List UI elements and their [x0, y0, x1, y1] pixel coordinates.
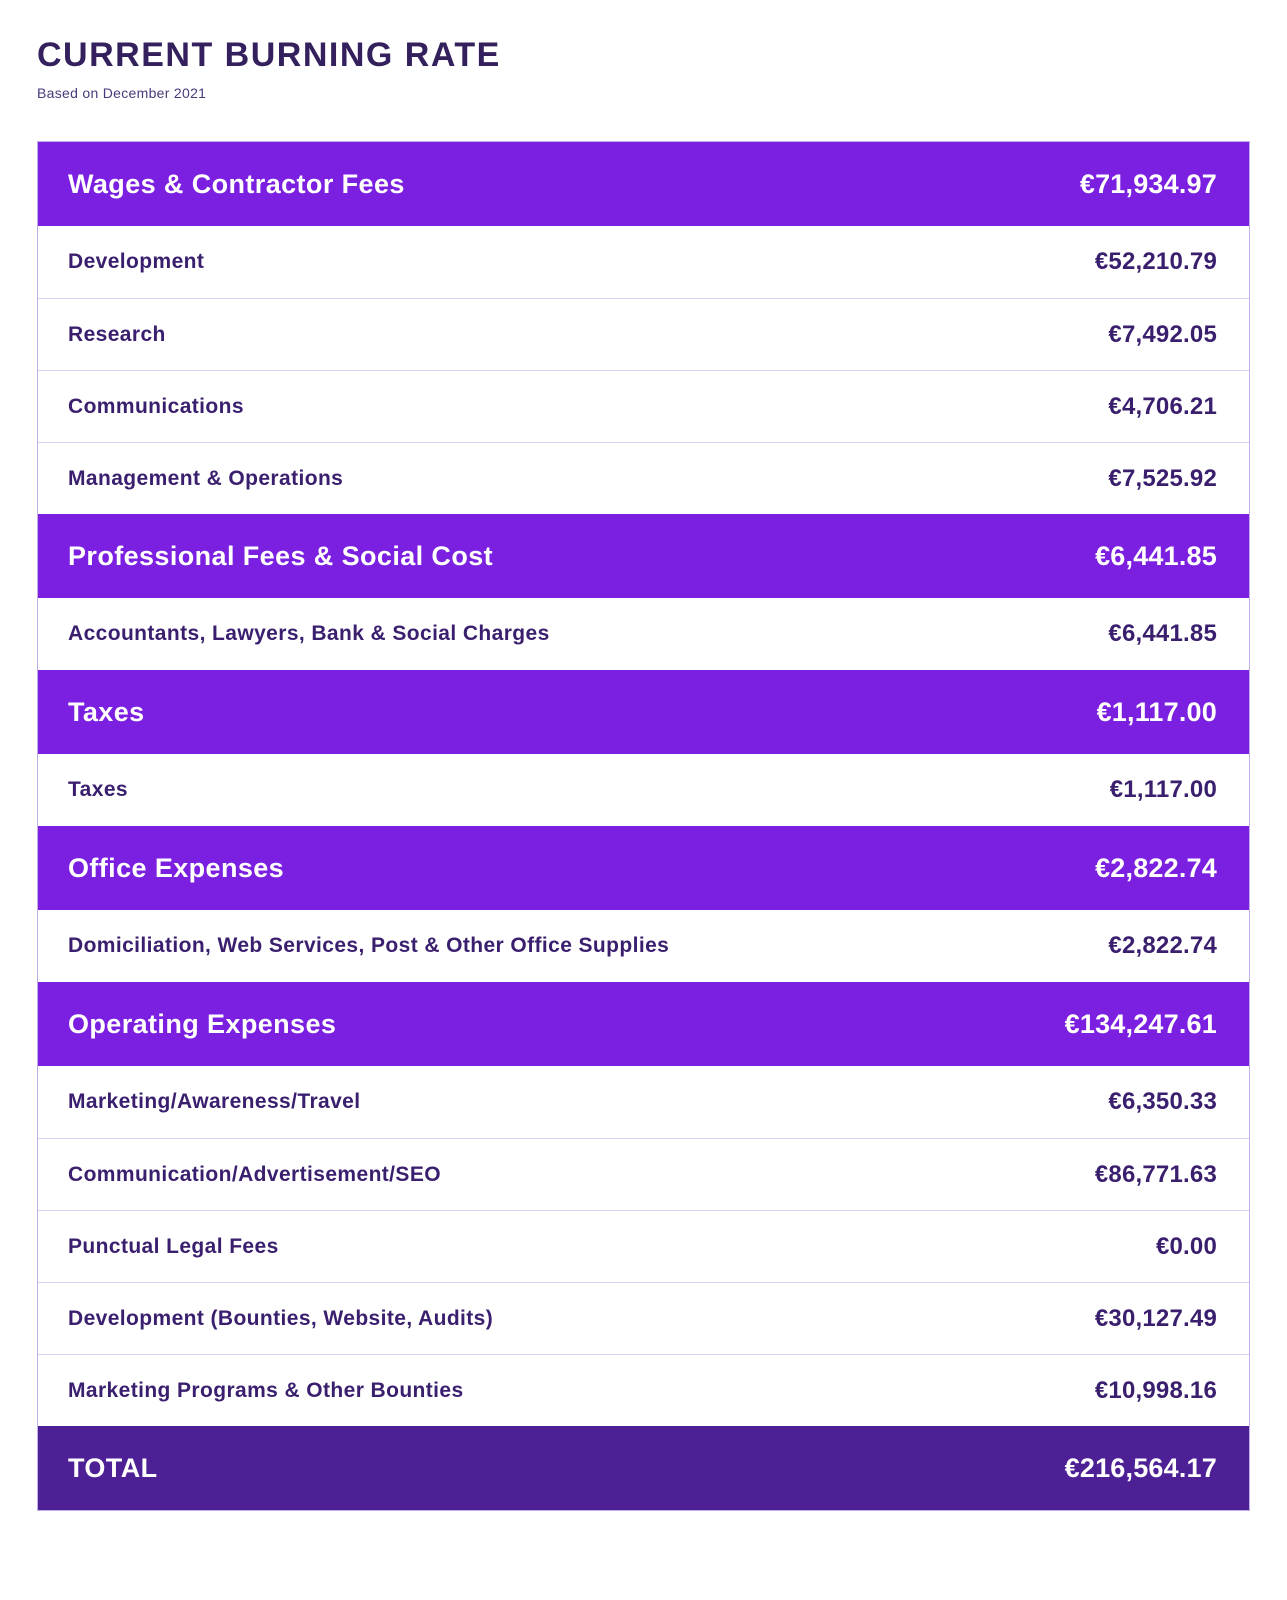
- category-row-operating-expenses: Operating Expenses €134,247.61: [38, 982, 1249, 1066]
- row-value: €6,441.85: [1108, 620, 1217, 647]
- row-value: €1,117.00: [1109, 776, 1217, 803]
- item-row-development: Development €52,210.79: [38, 226, 1249, 298]
- item-row-communications: Communications €4,706.21: [38, 370, 1249, 442]
- row-label: Communications: [68, 394, 244, 418]
- row-label: Management & Operations: [68, 466, 344, 490]
- row-value: €71,934.97: [1079, 168, 1217, 199]
- row-value: €10,998.16: [1094, 1376, 1217, 1404]
- row-label: Taxes: [68, 778, 128, 801]
- row-label: Development: [68, 250, 205, 273]
- item-row-communication-advertisement-seo: Communication/Advertisement/SEO €86,771.…: [38, 1138, 1249, 1210]
- row-label: Taxes: [68, 696, 145, 727]
- row-value: €0.00: [1155, 1232, 1217, 1260]
- row-value: €7,492.05: [1108, 320, 1217, 348]
- row-value: €134,247.61: [1064, 1008, 1217, 1039]
- row-label: Wages & Contractor Fees: [68, 168, 405, 199]
- row-value: €2,822.74: [1095, 852, 1217, 883]
- row-label: Development (Bounties, Website, Audits): [68, 1306, 494, 1330]
- row-value: €6,350.33: [1108, 1088, 1217, 1115]
- item-row-marketing-awareness-travel: Marketing/Awareness/Travel €6,350.33: [38, 1066, 1249, 1138]
- row-label: Accountants, Lawyers, Bank & Social Char…: [68, 622, 550, 645]
- total-row: TOTAL €216,564.17: [38, 1426, 1249, 1510]
- row-value: €6,441.85: [1095, 540, 1217, 571]
- row-label: TOTAL: [68, 1452, 158, 1483]
- row-value: €2,822.74: [1108, 932, 1217, 959]
- row-label: Domiciliation, Web Services, Post & Othe…: [68, 934, 670, 957]
- row-value: €4,706.21: [1108, 392, 1217, 420]
- row-value: €86,771.63: [1094, 1160, 1217, 1188]
- item-row-research: Research €7,492.05: [38, 298, 1249, 370]
- item-row-accountants-lawyers-bank-social-charges: Accountants, Lawyers, Bank & Social Char…: [38, 598, 1249, 670]
- category-row-taxes: Taxes €1,117.00: [38, 670, 1249, 754]
- row-value: €216,564.17: [1064, 1452, 1217, 1483]
- item-row-management-operations: Management & Operations €7,525.92: [38, 442, 1249, 514]
- row-value: €1,117.00: [1096, 696, 1217, 727]
- page-title: CURRENT BURNING RATE: [37, 36, 501, 74]
- category-row-office-expenses: Office Expenses €2,822.74: [38, 826, 1249, 910]
- row-value: €7,525.92: [1108, 464, 1217, 492]
- row-label: Operating Expenses: [68, 1008, 337, 1039]
- burning-rate-table: Wages & Contractor Fees €71,934.97 Devel…: [37, 141, 1250, 1511]
- item-row-marketing-programs-other-bounties: Marketing Programs & Other Bounties €10,…: [38, 1354, 1249, 1426]
- category-row-professional-fees-social-cost: Professional Fees & Social Cost €6,441.8…: [38, 514, 1249, 598]
- row-label: Marketing/Awareness/Travel: [68, 1090, 361, 1113]
- row-label: Marketing Programs & Other Bounties: [68, 1378, 464, 1402]
- item-row-development-bounties-website-audits: Development (Bounties, Website, Audits) …: [38, 1282, 1249, 1354]
- item-row-punctual-legal-fees: Punctual Legal Fees €0.00: [38, 1210, 1249, 1282]
- row-label: Punctual Legal Fees: [68, 1234, 279, 1258]
- row-label: Communication/Advertisement/SEO: [68, 1162, 441, 1186]
- row-value: €30,127.49: [1094, 1304, 1217, 1332]
- row-value: €52,210.79: [1094, 248, 1217, 275]
- item-row-domiciliation-web-services-post-office-supplies: Domiciliation, Web Services, Post & Othe…: [38, 910, 1249, 982]
- category-row-wages-contractor-fees: Wages & Contractor Fees €71,934.97: [38, 142, 1249, 226]
- page-subtitle: Based on December 2021: [37, 85, 207, 101]
- row-label: Office Expenses: [68, 852, 285, 883]
- row-label: Research: [68, 322, 166, 346]
- item-row-taxes: Taxes €1,117.00: [38, 754, 1249, 826]
- row-label: Professional Fees & Social Cost: [68, 540, 494, 571]
